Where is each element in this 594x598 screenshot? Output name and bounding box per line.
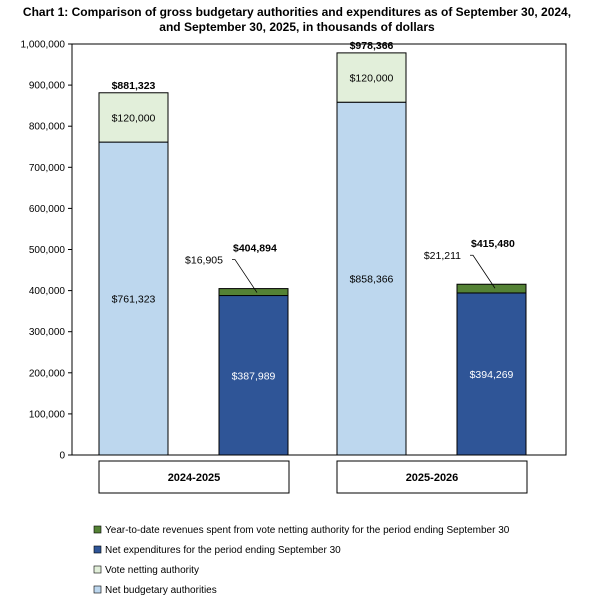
legend-swatch (93, 525, 102, 534)
bar-segment (218, 295, 289, 456)
data-labels: $761,323 $120,000 $881,323 $387,989 $16,905 $… (112, 40, 515, 382)
bar-segment (456, 292, 527, 456)
bar-segment (456, 283, 527, 294)
y-tick-label: 300,000 (29, 327, 66, 338)
y-tick-label: 800,000 (29, 122, 66, 133)
legend-label: Net budgetary authorities (105, 585, 217, 596)
segment-value-label: $21,211 (424, 250, 461, 262)
y-tick-label: 0 (59, 451, 65, 462)
legend-label: Year-to-date revenues spent from vote ne… (105, 525, 510, 536)
segment-value-label: $120,000 (350, 73, 394, 85)
y-tick-label: 600,000 (29, 204, 66, 215)
bar-total-label: $415,480 (471, 238, 515, 250)
chart-title: Chart 1: Comparison of gross budgetary a… (23, 5, 571, 34)
legend: Year-to-date revenues spent from vote ne… (93, 525, 510, 596)
category-box (336, 460, 528, 494)
bars (98, 52, 527, 456)
y-tick-label: 1,000,000 (21, 40, 66, 51)
bar-segment (98, 141, 169, 456)
category-label: 2025-2026 (406, 472, 459, 484)
legend-swatch (93, 585, 102, 594)
segment-value-label: $394,269 (470, 369, 514, 381)
bar-segment (336, 52, 407, 103)
chart-title-line: and September 30, 2025, in thousands of … (159, 20, 435, 34)
segment-value-label: $120,000 (112, 112, 156, 124)
y-tick-label: 400,000 (29, 286, 66, 297)
category-labels: 2024-2025 2025-2026 (98, 460, 528, 494)
bar-segment (98, 92, 169, 143)
segment-value-label: $387,989 (232, 370, 276, 382)
legend-swatch (93, 565, 102, 574)
segment-value-label: $16,905 (185, 255, 223, 267)
segment-value-label: $858,366 (350, 274, 394, 286)
chart-title-line: Chart 1: Comparison of gross budgetary a… (23, 5, 571, 19)
y-tick-label: 700,000 (29, 163, 66, 174)
bar-segment (336, 101, 407, 456)
legend-swatch (93, 545, 102, 554)
bar-total-label: $404,894 (233, 243, 277, 255)
bar-segment (218, 288, 289, 297)
y-axis: 0 100,000 200,000 300,000 400,000 500,000 600,… (21, 40, 567, 462)
legend-label: Vote netting authority (105, 565, 199, 576)
category-box (98, 460, 290, 494)
legend-label: Net expenditures for the period ending S… (105, 545, 341, 556)
bar-total-label: $978,366 (350, 40, 394, 52)
y-tick-label: 100,000 (29, 409, 66, 420)
segment-value-label: $761,323 (112, 294, 156, 306)
bar-total-label: $881,323 (112, 80, 156, 92)
y-tick-label: 200,000 (29, 368, 66, 379)
category-label: 2024-2025 (168, 472, 221, 484)
y-tick-label: 500,000 (29, 245, 66, 256)
leader-line (232, 259, 258, 293)
y-tick-label: 900,000 (29, 81, 66, 92)
leader-line (470, 254, 496, 289)
